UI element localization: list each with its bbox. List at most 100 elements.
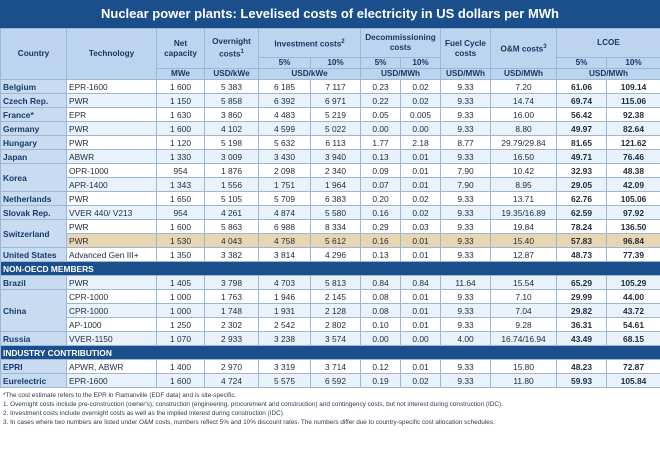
value-cell: 0.02 [400,191,442,206]
column-header: LCOE [556,28,660,58]
technology-cell: EPR-1600 [66,79,157,94]
value-cell: 0.01 [400,233,442,248]
column-header: Investment costs2 [257,28,362,58]
column-header: O&M costs3 [490,28,558,69]
value-cell: 2 128 [309,303,362,318]
value-cell: 0.01 [400,177,442,192]
footnote-ref: 3 [543,44,547,51]
value-cell: 48.73 [556,247,608,262]
value-cell: 0.05 [360,107,402,122]
data-row: Hungary PWR 1 120 5 198 5 632 6 113 1.77 2.18 8.… [0,135,660,150]
value-cell: 72.87 [606,359,660,374]
value-cell: 4 874 [258,205,311,220]
value-cell: 8 334 [309,219,362,234]
column-label: Decommissioning costs [365,33,436,52]
value-cell: 1 400 [156,359,205,374]
data-row: Germany PWR 1 600 4 102 4 599 5 022 0.00 0.00 9.… [0,121,660,136]
country-cell: Switzerland [0,219,67,248]
column-header: Decommissioning costs [360,28,442,58]
value-cell: 0.01 [400,247,442,262]
footnote: 1. Overnight costs include pre-construct… [3,401,503,408]
value-cell: 1 250 [156,317,205,332]
value-cell: 2 802 [309,317,362,332]
data-row: APR-1400 1 343 1 556 1 751 1 964 0.07 0.01 7.90… [1,177,660,192]
value-cell: 43.72 [606,303,660,318]
value-cell: 1.77 [360,135,402,150]
column-label: Fuel Cycle costs [445,38,486,58]
value-cell: 1 600 [156,373,205,388]
value-cell: 9.33 [440,233,492,248]
value-cell: 1 876 [204,163,259,178]
value-cell: 49.71 [556,149,608,164]
value-cell: 9.33 [440,79,492,94]
value-cell: 0.16 [360,205,402,220]
section-title: INDUSTRY CONTRIBUTION [0,345,660,360]
value-cell: 0.13 [360,247,402,262]
value-cell: 4 102 [204,121,259,136]
column-header: Country [0,28,67,80]
value-cell: 76.46 [606,149,660,164]
country-cell: Hungary [0,135,67,150]
value-cell: 1 763 [204,289,259,304]
value-cell: 7.10 [490,289,558,304]
value-cell: 43.49 [556,331,608,346]
value-cell: 14.74 [490,93,558,108]
value-cell: 5 198 [204,135,259,150]
value-cell: 77.39 [606,247,660,262]
value-cell: 9.33 [440,359,492,374]
value-cell: 19.35/16.89 [490,205,558,220]
sub-header: 5% [360,57,402,69]
value-cell: 3 238 [258,331,311,346]
section-row: NON-OECD MEMBERS [0,261,660,276]
value-cell: 6 185 [258,79,311,94]
value-cell: 2 302 [204,317,259,332]
value-cell: 6 113 [309,135,362,150]
value-cell: 81.65 [556,135,608,150]
technology-cell: PWR [66,135,157,150]
value-cell: 62.59 [556,205,608,220]
value-cell: 2 145 [309,289,362,304]
country-cell: China [0,289,67,332]
value-cell: 8.80 [490,121,558,136]
value-cell: 57.83 [556,233,608,248]
value-cell: 0.08 [360,303,402,318]
unit-header: USD/kWe [204,68,259,80]
value-cell: 4 703 [258,275,311,290]
technology-cell: Advanced Gen III+ [66,247,157,262]
value-cell: 5 105 [204,191,259,206]
value-cell: 49.97 [556,121,608,136]
footnote: 3. In cases where two numbers are listed… [3,419,495,426]
value-cell: 1 343 [156,177,205,192]
value-cell: 5 863 [204,219,259,234]
value-cell: 9.33 [440,219,492,234]
value-cell: 0.23 [360,79,402,94]
value-cell: 48.38 [606,163,660,178]
value-cell: 1 000 [156,303,205,318]
value-cell: 3 319 [258,359,311,374]
value-cell: 0.02 [400,79,442,94]
unit-header: USD/MWh [490,68,558,80]
value-cell: 4 261 [204,205,259,220]
section-row: INDUSTRY CONTRIBUTION [0,345,660,360]
technology-cell: APWR, ABWR [66,359,157,374]
value-cell: 1 330 [156,149,205,164]
value-cell: 96.84 [606,233,660,248]
table-header: Country Technology Net capacity Overnight c… [0,28,660,80]
value-cell: 0.20 [360,191,402,206]
data-row: Belgium EPR-1600 1 600 5 383 6 185 7 117 0.23 0… [0,79,660,94]
column-header: Overnight costs1 [204,28,259,69]
column-label: O&M costs [500,44,544,54]
technology-cell: PWR [66,191,157,206]
value-cell: 59.93 [556,373,608,388]
value-cell: 3 798 [204,275,259,290]
value-cell: 48.23 [556,359,608,374]
value-cell: 42.09 [606,177,660,192]
value-cell: 2 340 [309,163,362,178]
value-cell: 8.95 [490,177,558,192]
value-cell: 2 098 [258,163,311,178]
value-cell: 0.10 [360,317,402,332]
data-row: EPRI APWR, ABWR 1 400 2 970 3 319 3 714 0.12 0.… [0,359,660,374]
data-row: Czech Rep. PWR 1 150 5 858 6 392 6 971 0.22 0.0… [0,93,660,108]
value-cell: 12.87 [490,247,558,262]
value-cell: 5 612 [309,233,362,248]
